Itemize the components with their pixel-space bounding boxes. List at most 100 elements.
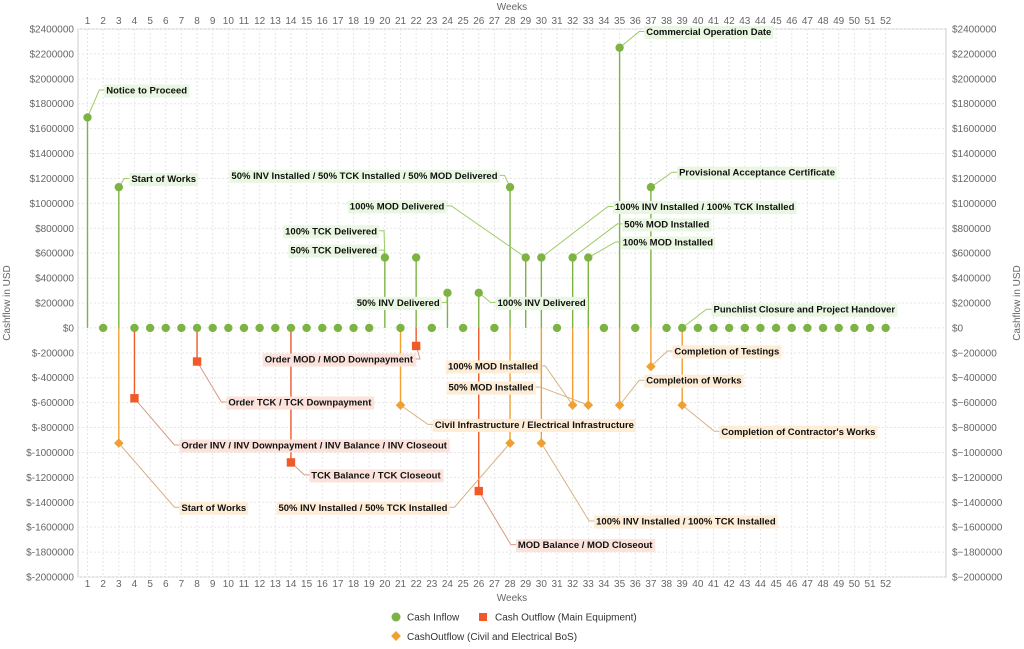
inflow-point[interactable] (771, 323, 781, 333)
inflow-point[interactable] (411, 253, 421, 262)
inflow-point[interactable] (505, 182, 515, 192)
inflow-point[interactable] (818, 323, 828, 333)
inflow-point[interactable] (177, 323, 186, 333)
inflow-point[interactable] (881, 323, 890, 333)
annotation-label-background (179, 439, 450, 453)
markers (83, 43, 890, 496)
bos-outflow-point[interactable] (614, 400, 625, 410)
inflow-point[interactable] (693, 323, 703, 333)
annotation-label: 100% MOD Installed (448, 361, 538, 372)
x-tick-label-bottom: 52 (880, 579, 892, 590)
inflow-point[interactable] (145, 323, 155, 333)
x-tick-label-bottom: 27 (489, 579, 501, 590)
inflow-point[interactable] (631, 323, 640, 333)
x-tick-label-top: 20 (379, 16, 391, 27)
inflow-point[interactable] (239, 323, 249, 333)
y-tick-label-right: $−1000000 (952, 448, 1003, 459)
inflow-point[interactable] (709, 323, 718, 333)
x-tick-label-bottom: 20 (379, 579, 391, 590)
inflow-point[interactable] (568, 253, 577, 262)
annotation-leader-line (650, 350, 675, 367)
y-tick-label-left: $2400000 (30, 25, 75, 36)
annotation-leader-line (681, 404, 722, 432)
inflow-point[interactable] (443, 288, 452, 297)
inflow-point[interactable] (98, 323, 108, 333)
x-tick-label-bottom: 38 (661, 579, 673, 590)
inflow-point[interactable] (850, 323, 859, 333)
inflow-point[interactable] (114, 182, 124, 192)
inflow-point[interactable] (552, 323, 562, 333)
inflow-point[interactable] (584, 253, 593, 262)
y-tick-label-right: $−1400000 (952, 498, 1003, 509)
x-tick-label-top: 14 (285, 16, 297, 27)
legend-item-bos[interactable]: CashOutflow (Civil and Electrical BoS) (391, 631, 577, 643)
bos-outflow-point[interactable] (583, 400, 594, 410)
inflow-point[interactable] (803, 323, 812, 333)
inflow-point[interactable] (302, 323, 311, 333)
inflow-point[interactable] (427, 323, 436, 333)
inflow-point[interactable] (474, 288, 483, 297)
equipment-outflow-point[interactable] (286, 458, 296, 467)
inflow-point[interactable] (271, 323, 280, 333)
x-tick-label-bottom: 19 (364, 579, 376, 590)
x-tick-label-top: 9 (210, 16, 216, 27)
y-tick-label-right: $−800000 (952, 423, 997, 434)
annotation-leader-line (650, 171, 680, 188)
inflow-point[interactable] (615, 43, 624, 52)
inflow-point[interactable] (537, 253, 546, 262)
legend-item-cash-inflow[interactable]: Cash Inflow (391, 612, 461, 624)
bos-outflow-point[interactable] (505, 438, 515, 448)
equipment-outflow-point[interactable] (192, 357, 202, 366)
inflow-point[interactable] (756, 323, 765, 333)
x-tick-label-top: 47 (802, 16, 814, 27)
inflow-point[interactable] (458, 323, 468, 333)
inflow-point[interactable] (83, 113, 92, 122)
inflow-point[interactable] (396, 323, 405, 333)
inflow-point[interactable] (192, 323, 202, 333)
inflow-point[interactable] (349, 323, 358, 333)
bos-outflow-point[interactable] (113, 438, 124, 448)
x-axis-title-bottom: Weeks (497, 593, 527, 604)
inflow-point[interactable] (224, 323, 233, 333)
inflow-point[interactable] (365, 323, 374, 333)
inflow-point[interactable] (286, 323, 296, 333)
legend-square-marker (479, 613, 487, 621)
inflow-point[interactable] (865, 323, 875, 333)
inflow-point[interactable] (724, 323, 734, 333)
annotation-label: 100% TCK Delivered (285, 226, 377, 237)
inflow-point[interactable] (599, 323, 609, 333)
inflow-point[interactable] (740, 323, 749, 333)
inflow-point[interactable] (834, 323, 843, 333)
inflow-point[interactable] (380, 253, 390, 262)
y-tick-label-left: $-800000 (32, 423, 75, 434)
inflow-point[interactable] (255, 323, 264, 333)
legend: Cash Inflow Cash Outflow (Main Equipment… (391, 612, 637, 643)
x-tick-label-bottom: 7 (179, 579, 185, 590)
bos-outflow-point[interactable] (646, 361, 656, 372)
x-tick-label-top: 18 (348, 16, 360, 27)
x-tick-label-top: 51 (864, 16, 876, 27)
bos-outflow-point[interactable] (567, 400, 578, 410)
equipment-outflow-point[interactable] (411, 341, 421, 351)
inflow-point[interactable] (646, 182, 656, 192)
equipment-outflow-point[interactable] (474, 486, 483, 496)
equipment-outflow-point[interactable] (130, 394, 139, 403)
inflow-point[interactable] (333, 323, 343, 333)
x-tick-label-bottom: 34 (598, 579, 610, 590)
legend-item-main-equipment[interactable]: Cash Outflow (Main Equipment) (479, 613, 637, 624)
inflow-point[interactable] (318, 323, 327, 333)
inflow-point[interactable] (130, 323, 139, 333)
bos-outflow-point[interactable] (677, 400, 688, 410)
annotation-label: Order INV / INV Downpayment / INV Balanc… (181, 440, 447, 451)
y-tick-label-left: $-1400000 (26, 498, 74, 509)
inflow-point[interactable] (662, 323, 671, 333)
inflow-point[interactable] (161, 323, 170, 333)
inflow-point[interactable] (208, 323, 217, 333)
inflow-point[interactable] (678, 323, 687, 333)
inflow-point[interactable] (490, 323, 499, 333)
inflow-point[interactable] (787, 323, 796, 333)
annotation-label-background (309, 469, 444, 483)
inflow-point[interactable] (521, 253, 530, 262)
x-tick-label-bottom: 37 (645, 579, 657, 590)
annotation-label-background (262, 353, 416, 367)
